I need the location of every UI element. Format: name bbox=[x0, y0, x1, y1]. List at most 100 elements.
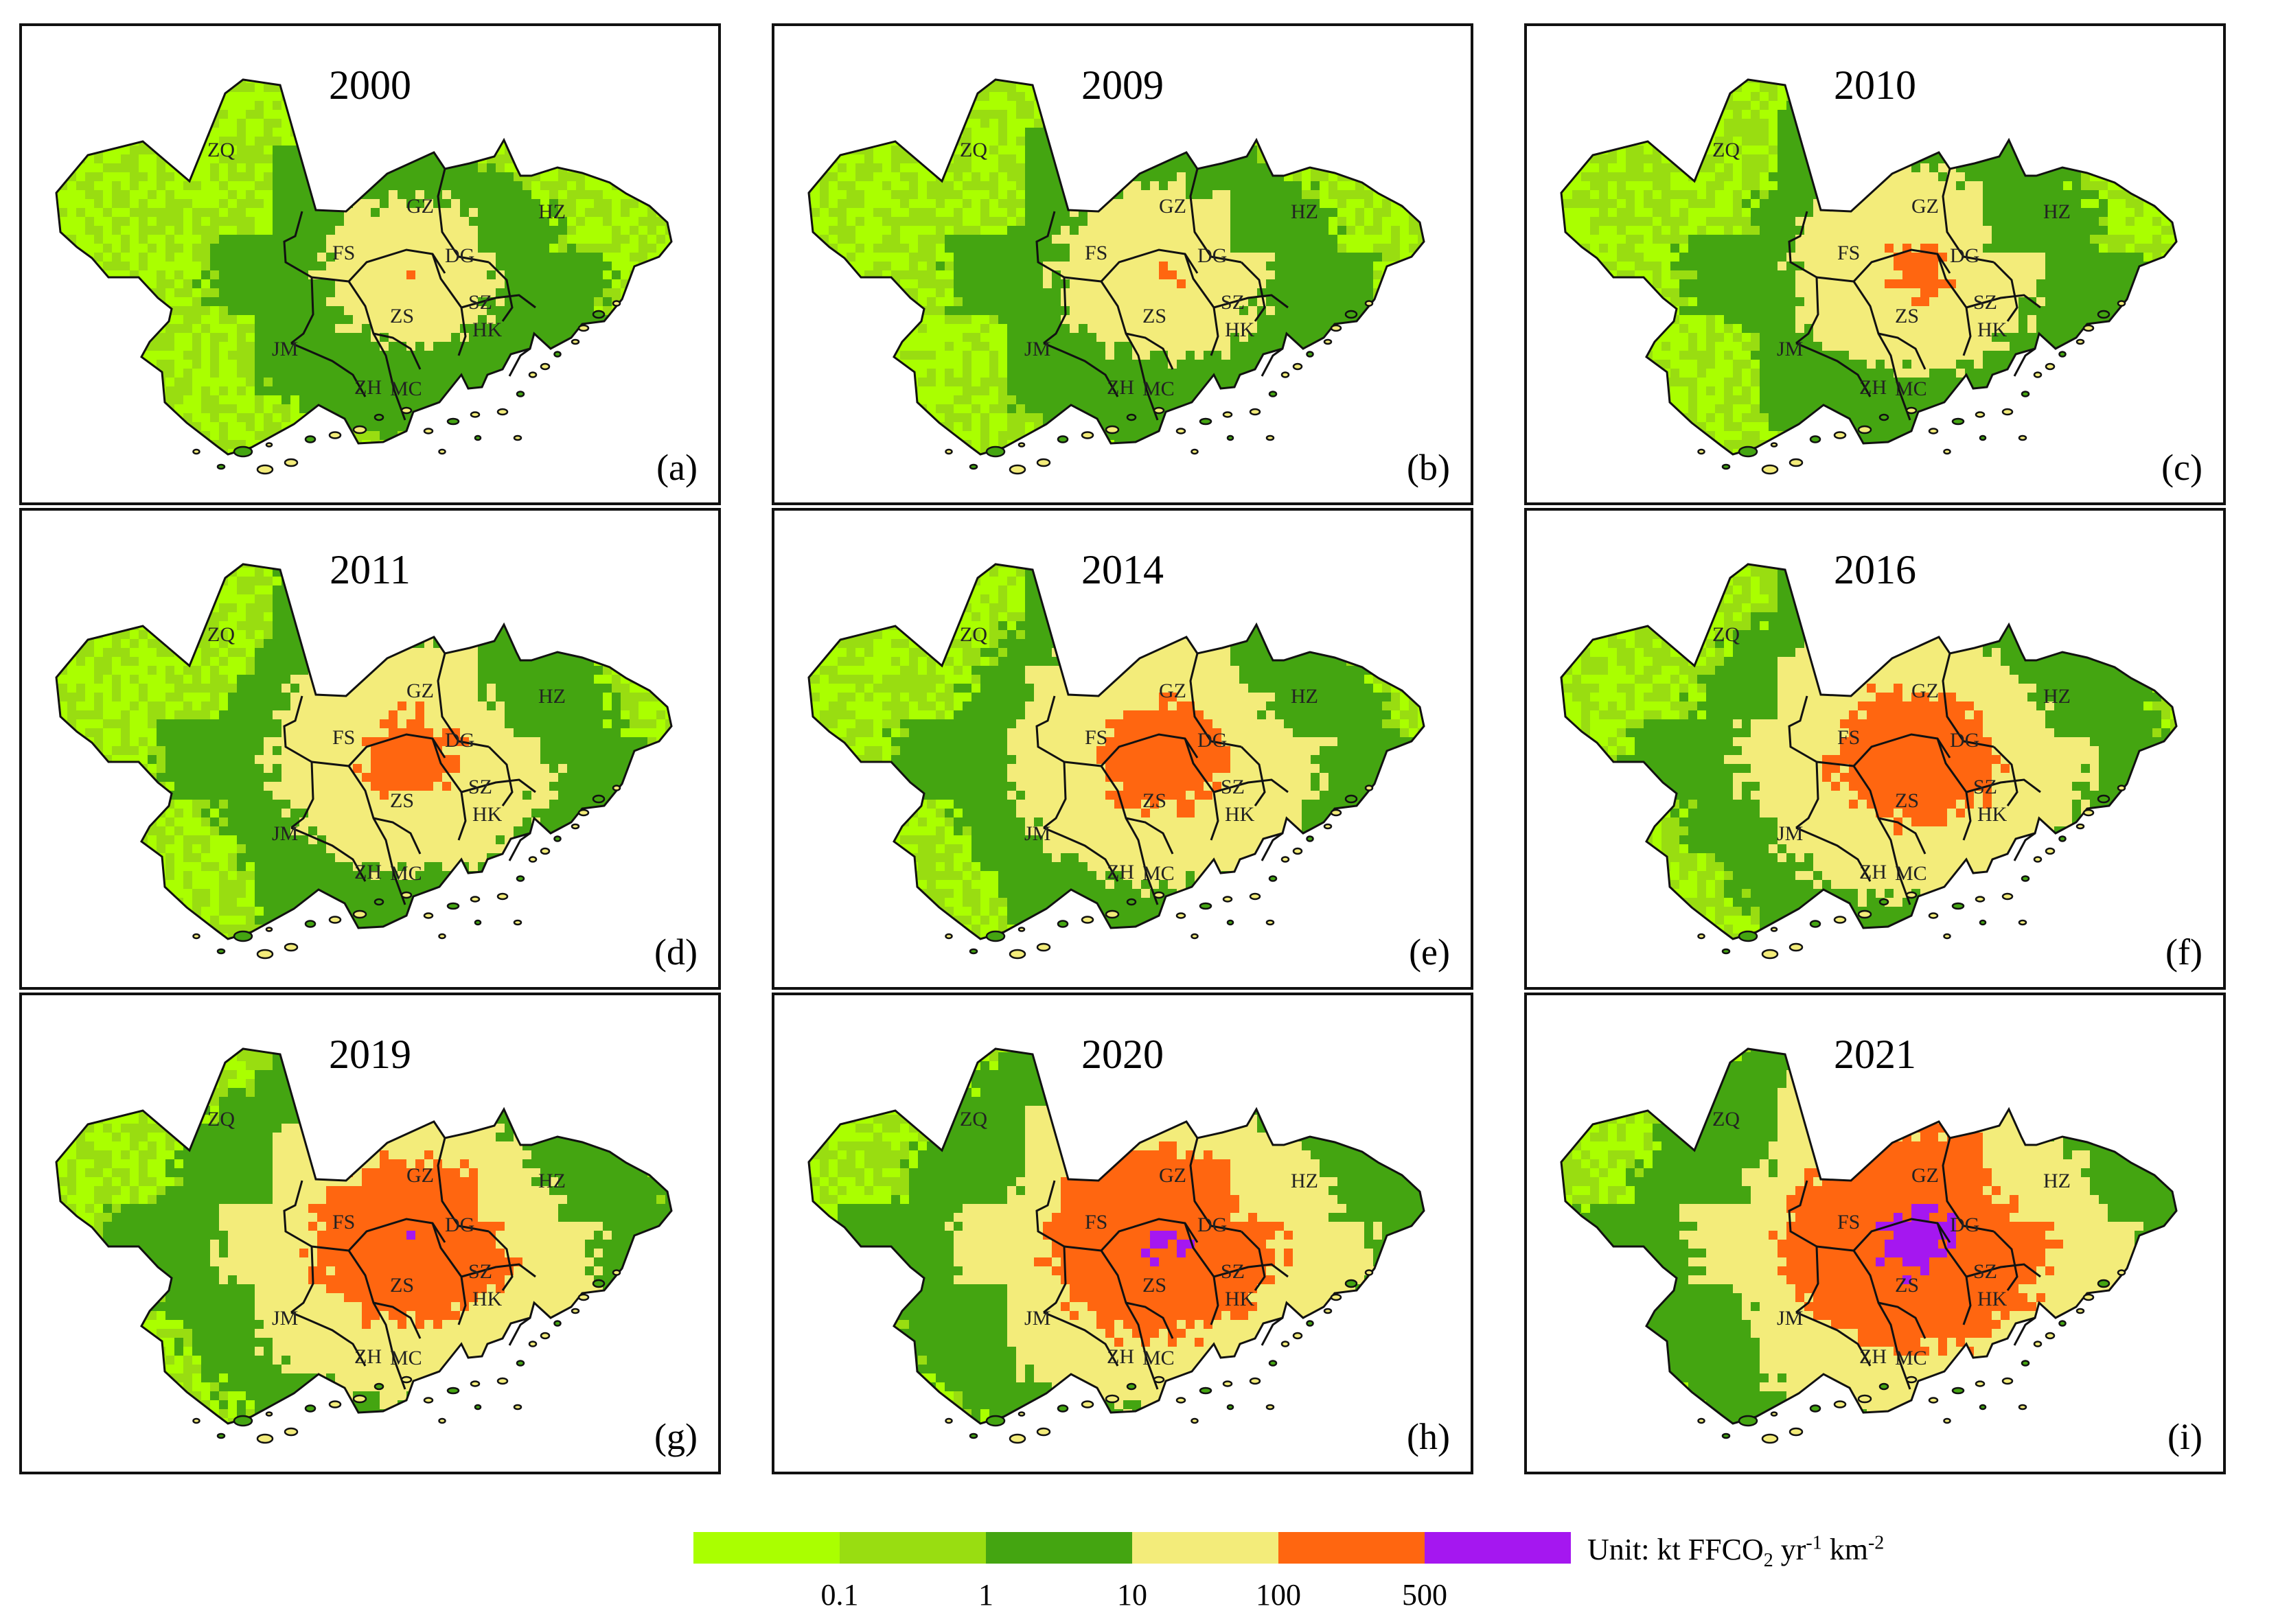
city-boundary bbox=[1795, 826, 1872, 882]
city-label-jm: JM bbox=[1024, 338, 1050, 360]
island bbox=[1126, 1382, 1137, 1391]
island bbox=[1928, 428, 1939, 434]
city-label-sz: SZ bbox=[1973, 776, 1997, 798]
panel-year-title: 2000 bbox=[22, 62, 718, 109]
island bbox=[1265, 434, 1275, 441]
island bbox=[1951, 902, 1965, 910]
city-boundary bbox=[1966, 294, 2041, 309]
city-label-zs: ZS bbox=[1895, 1274, 1919, 1297]
city-label-sz: SZ bbox=[468, 776, 492, 798]
island bbox=[470, 411, 481, 418]
island bbox=[256, 949, 274, 960]
city-label-zq: ZQ bbox=[960, 139, 987, 161]
city-boundary bbox=[1125, 817, 1174, 855]
island bbox=[2097, 1279, 2110, 1288]
city-label-hk: HK bbox=[1977, 803, 2008, 826]
island bbox=[553, 351, 562, 358]
island bbox=[423, 912, 434, 919]
city-label-zs: ZS bbox=[390, 305, 414, 327]
city-label-hz: HZ bbox=[538, 200, 566, 223]
island bbox=[1036, 458, 1051, 467]
city-boundary bbox=[1043, 1311, 1119, 1367]
island bbox=[1268, 391, 1278, 397]
panel-year-title: 2020 bbox=[774, 1031, 1471, 1078]
city-label-mc: MC bbox=[390, 1347, 422, 1369]
island bbox=[1268, 875, 1278, 882]
city-boundary bbox=[283, 1180, 314, 1314]
island bbox=[474, 919, 482, 926]
city-label-hk: HK bbox=[472, 318, 503, 341]
city-boundary bbox=[1942, 168, 1994, 264]
island bbox=[2117, 1269, 2126, 1276]
island bbox=[571, 1308, 580, 1314]
island bbox=[1292, 362, 1303, 371]
island bbox=[304, 1404, 317, 1413]
island bbox=[1809, 920, 1821, 928]
city-label-dg: DG bbox=[1197, 244, 1227, 267]
map-panel-2009: ZQ GZ HZ FS DG SZ ZS JM ZH HK MC 2009 (b) bbox=[772, 23, 1473, 505]
island bbox=[1009, 464, 1026, 475]
island bbox=[265, 442, 273, 448]
island bbox=[1249, 1377, 1261, 1385]
city-label-zq: ZQ bbox=[1712, 623, 1740, 646]
island bbox=[1951, 1387, 1965, 1395]
city-boundary bbox=[373, 1301, 422, 1339]
island bbox=[1249, 408, 1261, 416]
city-boundary bbox=[1878, 332, 1926, 370]
city-boundary bbox=[1100, 1250, 1159, 1390]
city-boundary bbox=[437, 1137, 490, 1233]
island bbox=[265, 1411, 273, 1417]
city-boundary bbox=[1043, 342, 1119, 397]
island bbox=[2021, 875, 2030, 882]
island bbox=[945, 1417, 953, 1424]
colorbar-tick: 0.1 bbox=[821, 1577, 859, 1612]
city-label-sz: SZ bbox=[468, 1260, 492, 1283]
city-boundary bbox=[347, 1250, 406, 1390]
island bbox=[233, 445, 253, 458]
island bbox=[2001, 892, 2014, 901]
panel-letter: (a) bbox=[656, 446, 698, 489]
island bbox=[192, 448, 200, 455]
island bbox=[352, 909, 367, 919]
island bbox=[1943, 1417, 1951, 1424]
region-outline bbox=[55, 1047, 673, 1425]
city-boundary bbox=[1189, 1137, 1242, 1233]
island bbox=[1268, 1360, 1278, 1367]
city-label-zs: ZS bbox=[1142, 789, 1166, 812]
island bbox=[969, 1432, 978, 1439]
island bbox=[438, 1417, 446, 1424]
city-boundary bbox=[1035, 695, 1067, 829]
city-boundary bbox=[1992, 261, 2018, 322]
city-label-hz: HZ bbox=[1291, 200, 1318, 223]
island bbox=[577, 809, 590, 817]
island bbox=[192, 933, 200, 940]
colorbar-tick: 1 bbox=[978, 1577, 993, 1612]
city-boundary bbox=[283, 211, 314, 345]
island bbox=[612, 785, 621, 791]
island bbox=[2075, 823, 2085, 830]
panel-letter: (f) bbox=[2165, 931, 2202, 973]
city-boundary bbox=[1035, 1180, 1067, 1314]
region-outline bbox=[807, 1047, 1425, 1425]
island bbox=[373, 898, 384, 906]
island bbox=[553, 835, 562, 842]
map-panel-2019: ZQ GZ HZ FS DG SZ ZS JM ZH HK MC 2019 (g) bbox=[19, 993, 721, 1474]
city-boundary bbox=[1788, 211, 1819, 345]
island bbox=[1190, 933, 1199, 940]
island bbox=[571, 338, 580, 345]
city-boundary bbox=[1852, 765, 1911, 905]
city-label-gz: GZ bbox=[1159, 680, 1186, 702]
island bbox=[446, 1387, 460, 1395]
city-boundary bbox=[1942, 653, 1994, 748]
island bbox=[1979, 1404, 1987, 1411]
island bbox=[1770, 442, 1778, 448]
city-boundary bbox=[487, 745, 514, 807]
city-label-hk: HK bbox=[472, 1288, 503, 1310]
island bbox=[352, 425, 367, 434]
island bbox=[1153, 406, 1165, 415]
city-label-zq: ZQ bbox=[207, 623, 235, 646]
island bbox=[373, 1382, 384, 1391]
island bbox=[2045, 847, 2056, 855]
island bbox=[985, 930, 1006, 942]
city-label-gz: GZ bbox=[1159, 1164, 1186, 1187]
